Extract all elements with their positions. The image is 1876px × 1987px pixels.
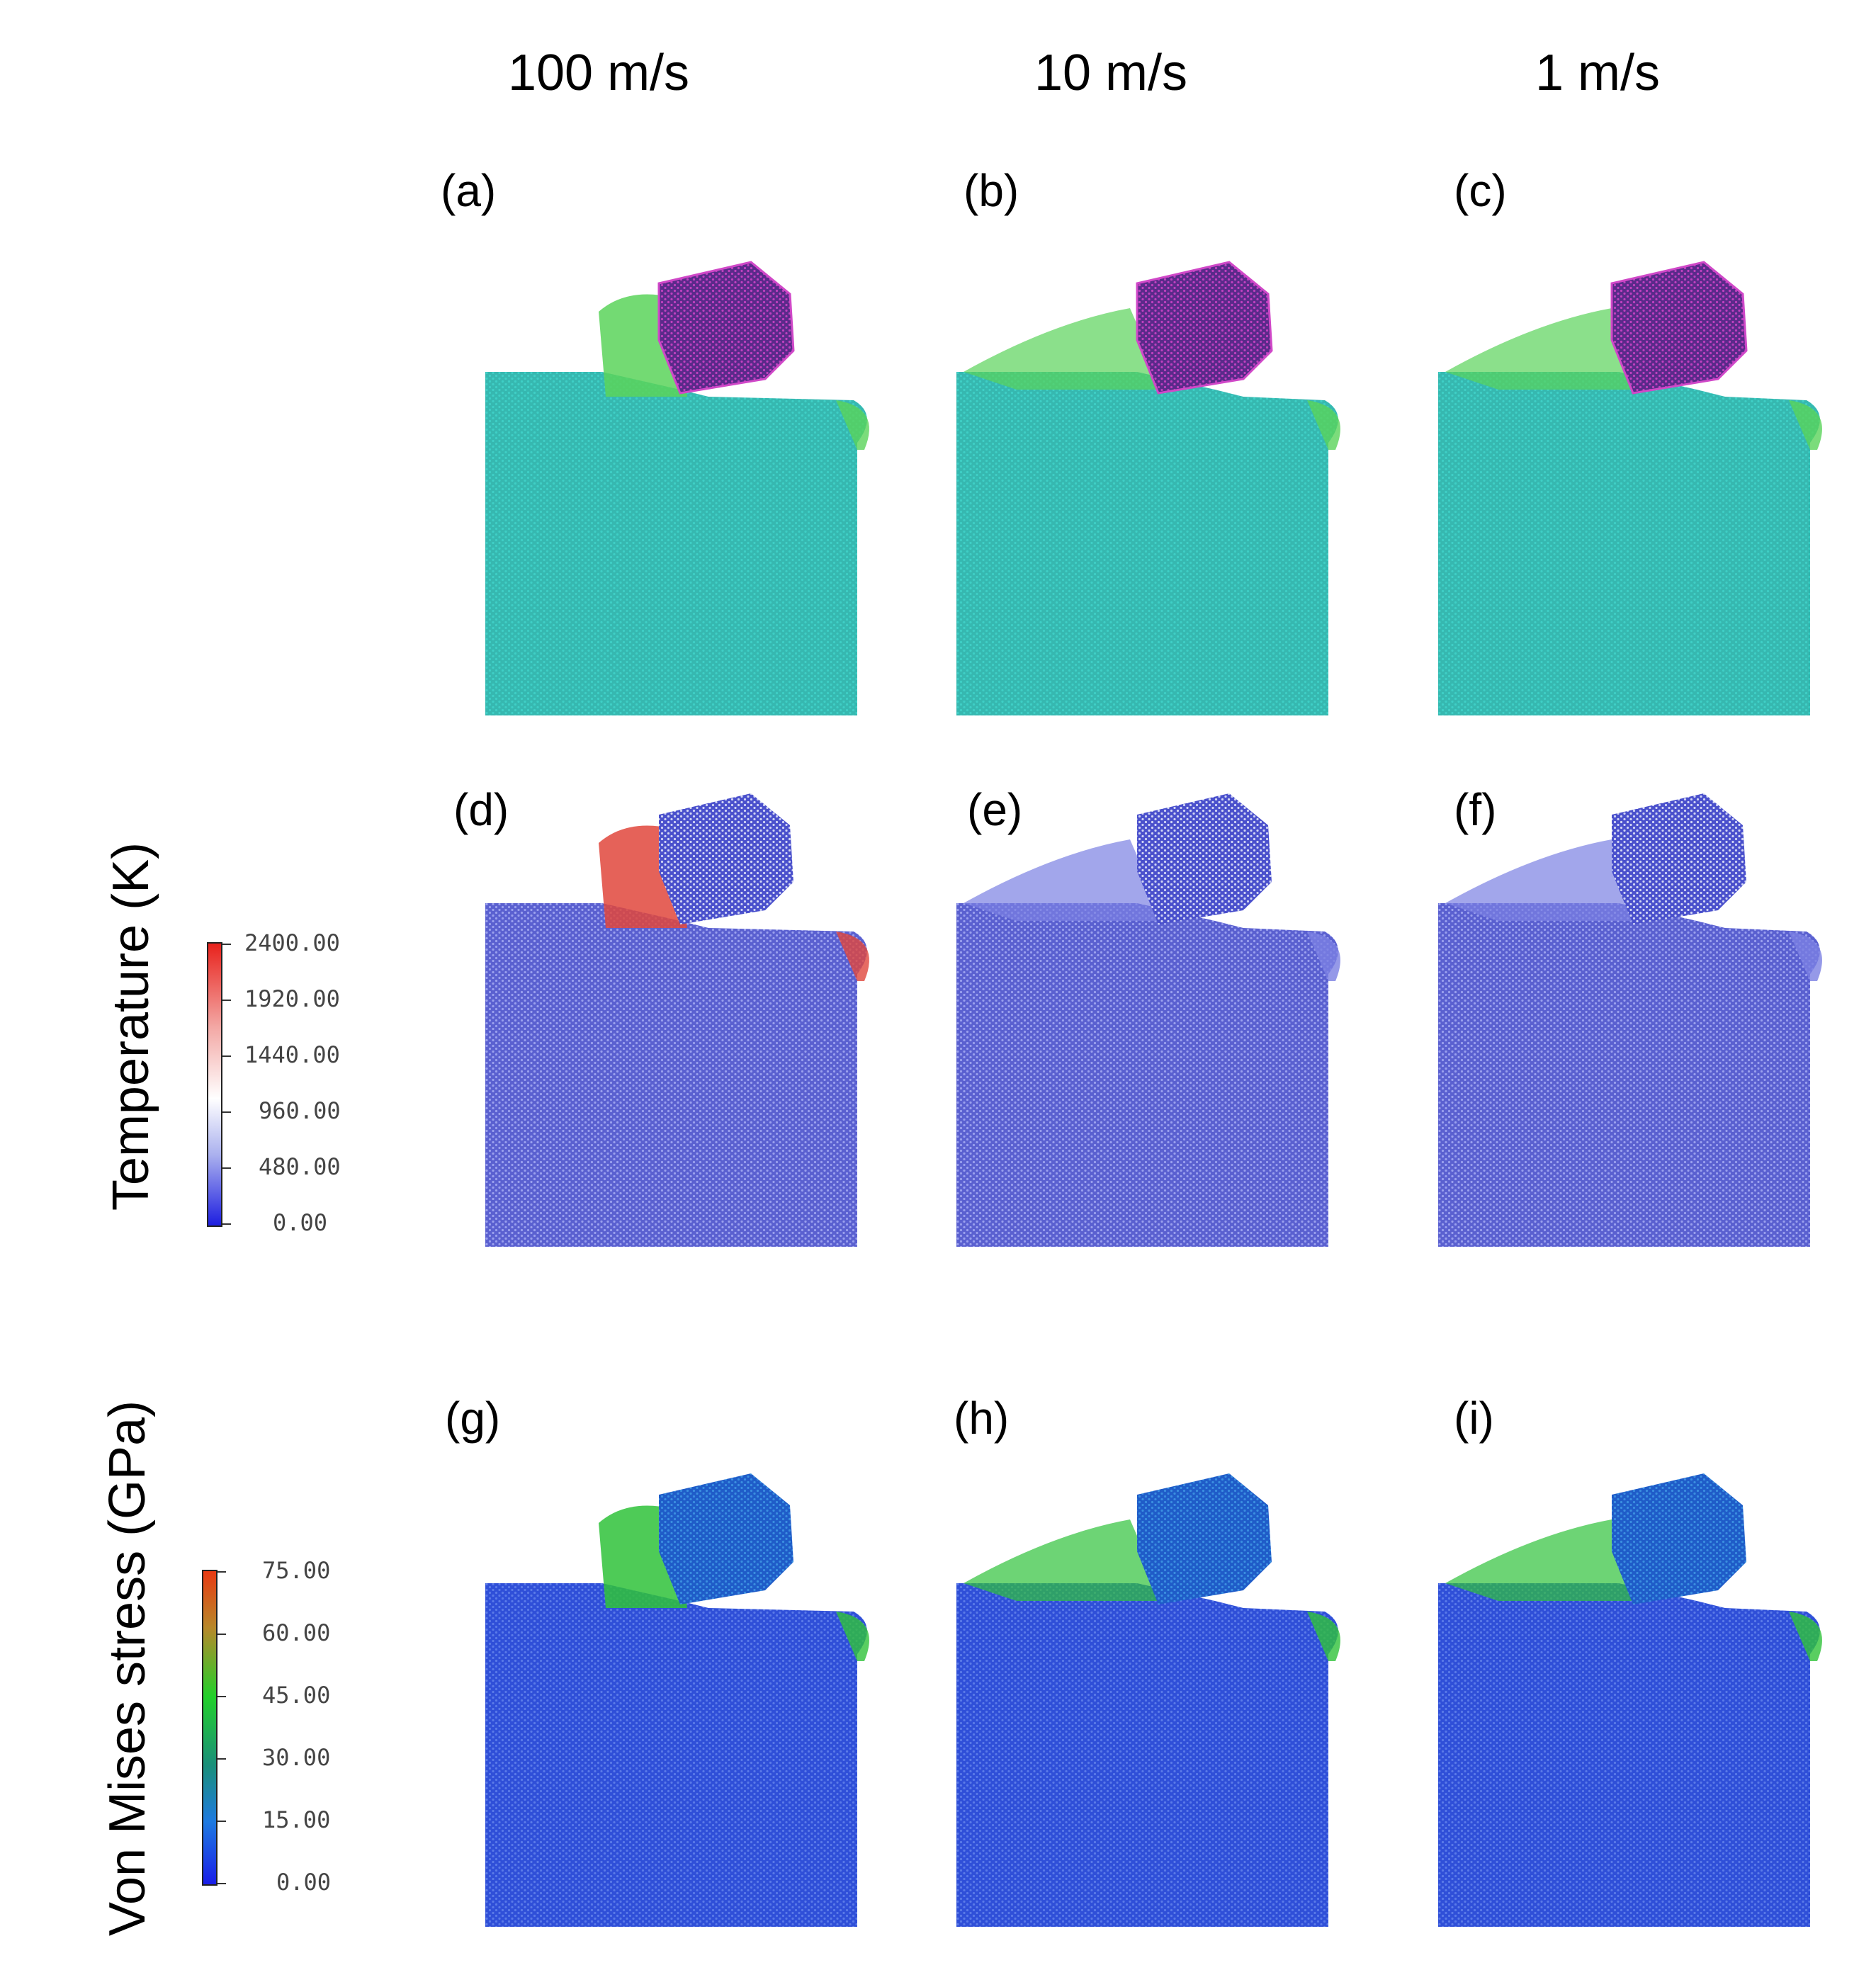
column-title-100: 100 m/s xyxy=(507,45,690,101)
panel-i xyxy=(1438,1473,1822,1927)
stress-colorbar xyxy=(202,1570,217,1886)
row-label-stress: Von Mises stress (GPa) xyxy=(99,1400,156,1937)
panel-g xyxy=(485,1473,869,1927)
temperature-tick-1440: 1440.00 xyxy=(244,1041,340,1068)
panel-label-a: (a) xyxy=(441,165,497,216)
temperature-colorbar xyxy=(207,942,222,1227)
panel-label-d: (d) xyxy=(453,784,509,835)
temperature-tick-960: 960.00 xyxy=(259,1097,341,1124)
stress-tick-15: 15.00 xyxy=(262,1806,331,1833)
stress-tick-45: 45.00 xyxy=(262,1682,331,1709)
temperature-tick-0: 0.00 xyxy=(273,1209,328,1236)
stress-tick-60: 60.00 xyxy=(262,1619,331,1646)
panel-b xyxy=(956,261,1340,715)
panel-label-c: (c) xyxy=(1454,165,1507,216)
panel-label-h: (h) xyxy=(954,1393,1010,1444)
column-title-10: 10 m/s xyxy=(1034,45,1188,101)
temperature-tick-1920: 1920.00 xyxy=(244,985,340,1012)
panel-d xyxy=(485,793,869,1247)
temperature-tick-480: 480.00 xyxy=(259,1153,341,1180)
panel-label-f: (f) xyxy=(1454,784,1497,835)
temperature-tick-2400: 2400.00 xyxy=(244,929,340,956)
stress-tick-30: 30.00 xyxy=(262,1744,331,1771)
panel-label-b: (b) xyxy=(964,165,1019,216)
panel-c xyxy=(1438,261,1822,715)
panel-label-g: (g) xyxy=(445,1393,501,1444)
panel-label-e: (e) xyxy=(967,784,1023,835)
panel-label-i: (i) xyxy=(1454,1393,1494,1444)
column-title-1: 1 m/s xyxy=(1535,45,1661,101)
panel-e xyxy=(956,793,1340,1247)
stress-tick-0: 0.00 xyxy=(276,1869,332,1896)
row-label-temperature: Temperature (K) xyxy=(103,842,159,1211)
stress-tick-75: 75.00 xyxy=(262,1557,331,1584)
panel-f xyxy=(1438,793,1822,1247)
panel-h xyxy=(956,1473,1340,1927)
panel-a xyxy=(485,261,869,715)
